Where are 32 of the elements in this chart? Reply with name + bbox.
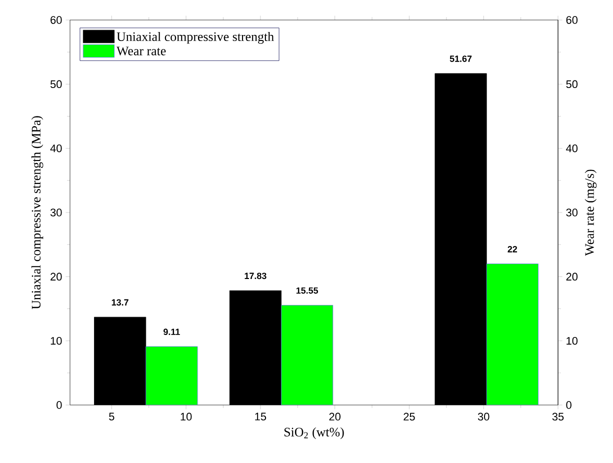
data-label: 22 [508, 246, 518, 252]
y2-tick-label: 30 [566, 208, 578, 216]
y-tick-label: 60 [50, 16, 62, 24]
y2-tick-label: 40 [566, 144, 578, 152]
legend-label: Uniaxial compressive strength [116, 32, 274, 44]
data-label: 13.7 [112, 299, 128, 306]
y2-axis-title: Wear rate (mg/s) [584, 170, 597, 256]
y-tick-label: 50 [50, 80, 62, 88]
x-tick-label: 20 [329, 412, 340, 421]
x-tick-label: 35 [552, 412, 564, 421]
legend-label: Wear rate [116, 46, 166, 56]
y2-tick-label: 0 [566, 401, 572, 409]
x-axis-title: SiO$_{2}$ (wt%) [284, 427, 344, 440]
data-label: 9.11 [164, 328, 180, 336]
y2-tick-label: 20 [566, 272, 578, 281]
x-tick-label: 5 [109, 412, 114, 420]
y2-tick-label: 50 [566, 80, 578, 88]
y-tick-label: 20 [50, 272, 62, 281]
y2-tick-label: 60 [566, 16, 578, 24]
data-label: 17.83 [244, 272, 266, 280]
y-tick-label: 10 [50, 336, 62, 345]
x-tick-label: 15 [255, 412, 266, 420]
y-tick-label: 30 [50, 208, 62, 216]
data-label: 15.55 [296, 287, 318, 294]
data-label: 51.67 [450, 56, 472, 62]
x-tick-label: 25 [404, 412, 415, 421]
y-tick-label: 40 [50, 144, 62, 152]
x-tick-label: 30 [478, 412, 490, 421]
y-axis-title: Uniaxial compressive strength (MPa) [31, 116, 44, 310]
y2-tick-label: 10 [566, 336, 578, 345]
x-tick-label: 10 [180, 412, 192, 421]
y-tick-label: 0 [56, 401, 62, 409]
